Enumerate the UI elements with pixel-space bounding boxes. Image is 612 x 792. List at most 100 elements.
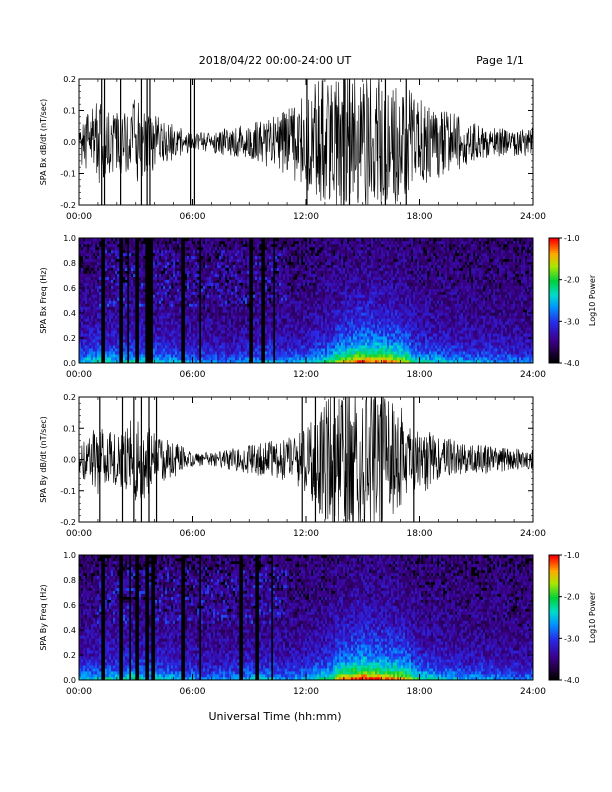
spectrogram-cell [351, 336, 354, 340]
spectrogram-cell [239, 238, 242, 242]
spectrogram-cell [219, 238, 222, 242]
spectrogram-cell [297, 282, 300, 286]
spectrogram-cell [159, 267, 162, 272]
spectrogram-cell [351, 291, 354, 295]
spectrogram-cell [353, 348, 356, 352]
spectrogram-cell [323, 339, 326, 343]
spectrogram-cell [203, 348, 206, 352]
spectrogram-cell [115, 300, 118, 304]
spectrogram-cell [79, 348, 82, 352]
spectrogram-cell [159, 333, 162, 337]
spectrogram-cell [85, 243, 88, 248]
spectrogram-cell [305, 258, 308, 263]
spectrogram-cell [223, 276, 226, 280]
spectrogram-cell [177, 264, 180, 269]
spectrogram-cell [87, 258, 90, 263]
spectrogram-cell [245, 303, 248, 307]
spectrogram-cell [237, 282, 240, 286]
spectrogram-cell [219, 288, 222, 292]
spectrogram-cell [345, 252, 348, 257]
spectrogram-cell [357, 306, 360, 310]
spectrogram-cell [275, 252, 278, 257]
spectrogram-cell [279, 348, 282, 352]
spectrogram-cell [257, 246, 260, 251]
spectrogram-cell [113, 258, 116, 263]
spectrogram-cell [295, 318, 298, 322]
spectrogram-cell [231, 324, 234, 328]
spectrogram-cell [297, 309, 300, 313]
spectrogram-cell [341, 258, 344, 263]
spectrogram-cell [205, 270, 208, 275]
spectrogram-cell [197, 324, 200, 328]
spectrogram-cell [283, 339, 286, 343]
spectrogram-cell [277, 240, 280, 245]
spectrogram-cell [291, 351, 294, 355]
spectrogram-cell [169, 282, 172, 286]
spectrogram-cell [191, 243, 194, 248]
spectrogram-cell [197, 300, 200, 304]
spectrogram-cell [335, 330, 338, 334]
spectrogram-cell [257, 306, 260, 310]
spectrogram-cell [153, 291, 156, 295]
spectrogram-cell [217, 238, 220, 242]
spectrogram-cell [85, 249, 88, 254]
spectrogram-cell [165, 336, 168, 340]
spectrogram-cell [133, 255, 136, 260]
spectrogram-cell [99, 303, 102, 307]
spectrogram-cell [349, 249, 352, 254]
spectrogram-cell [139, 285, 142, 289]
spectrogram-cell [291, 264, 294, 269]
spectrogram-cell [205, 348, 208, 352]
spectrogram-cell [111, 330, 114, 334]
spectrogram-cell [359, 273, 362, 277]
spectrogram-cell [311, 312, 314, 316]
spectrogram-cell [219, 258, 222, 263]
spectrogram-cell [269, 291, 272, 295]
spectrogram-cell [303, 333, 306, 337]
spectrogram-cell [319, 238, 322, 242]
spectrogram-cell [219, 318, 222, 322]
spectrogram-cell [161, 357, 164, 361]
spectrogram-cell [303, 240, 306, 245]
spectrogram-cell [201, 294, 204, 298]
spectrogram-cell [317, 354, 320, 358]
spectrogram-cell [143, 294, 146, 298]
spectrogram-cell [111, 297, 114, 301]
spectrogram-cell [247, 255, 250, 260]
spectrogram-cell [265, 312, 268, 316]
spectrogram-cell [207, 318, 210, 322]
spectrogram-cell [117, 303, 120, 307]
spectrogram-cell [159, 324, 162, 328]
spectrogram-cell [205, 306, 208, 310]
spectrogram-cell [293, 342, 296, 346]
spectrogram-cell [323, 249, 326, 254]
spectrogram-cell [201, 273, 204, 277]
spectrogram-cell [213, 351, 216, 355]
spectrogram-cell [143, 282, 146, 286]
spectrogram-cell [175, 291, 178, 295]
spectrogram-cell [319, 309, 322, 313]
spectrogram-cell [117, 246, 120, 251]
spectrogram-cell [329, 240, 332, 245]
spectrogram-cell [117, 321, 120, 325]
spectrogram-cell [275, 288, 278, 292]
spectrogram-cell [89, 342, 92, 346]
spectrogram-cell [283, 345, 286, 349]
spectrogram-cell [173, 303, 176, 307]
spectrogram-cell [239, 327, 242, 331]
spectrogram-cell [257, 258, 260, 263]
spectrogram-cell [317, 285, 320, 289]
spectrogram-cell [179, 279, 182, 283]
spectrogram-cell [213, 252, 216, 257]
spectrogram-cell [201, 267, 204, 272]
spectrogram-cell [303, 264, 306, 269]
spectrogram-cell [195, 273, 198, 277]
spectrogram-cell [85, 303, 88, 307]
spectrogram-cell [243, 291, 246, 295]
spectrogram-cell [319, 270, 322, 275]
spectrogram-cell [163, 324, 166, 328]
spectrogram-cell [349, 312, 352, 316]
spectrogram-cell [89, 354, 92, 358]
spectrogram-cell [313, 345, 316, 349]
spectrogram-cell [95, 321, 98, 325]
